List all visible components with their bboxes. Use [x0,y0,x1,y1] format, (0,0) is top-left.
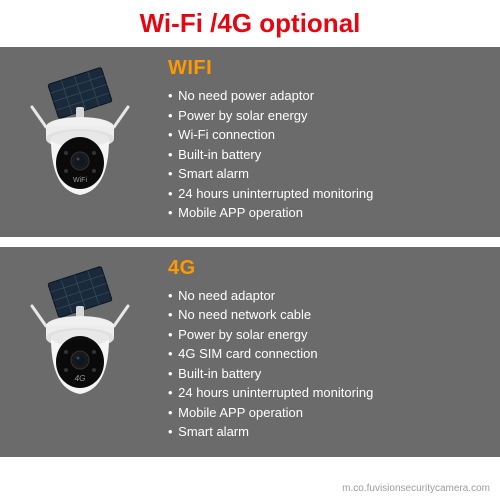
section-4g: 4G 4G No need adaptor No need network ca… [0,247,500,457]
bullet-item: Smart alarm [168,422,485,442]
bullet-item: 4G SIM card connection [168,344,485,364]
bullet-item: Wi-Fi connection [168,125,485,145]
bullet-item: 24 hours uninterrupted monitoring [168,383,485,403]
product-image-wifi: WiFi [0,57,160,217]
bullet-item: Built-in battery [168,145,485,165]
section-wifi: WiFi WIFI No need power adaptor Power by… [0,47,500,237]
bullet-item: No need network cable [168,305,485,325]
section-title-4g: 4G [168,257,485,280]
info-4g: 4G No need adaptor No need network cable… [160,257,485,442]
bullet-item: Power by solar energy [168,325,485,345]
bullet-item: 24 hours uninterrupted monitoring [168,184,485,204]
bullet-item: Smart alarm [168,164,485,184]
bullet-item: No need adaptor [168,286,485,306]
bullet-item: Power by solar energy [168,106,485,126]
bullet-item: Built-in battery [168,364,485,384]
product-label-wifi: WiFi [73,177,87,184]
camera-icon: 4G [8,264,153,409]
product-image-4g: 4G [0,257,160,417]
bullet-list-wifi: No need power adaptor Power by solar ene… [168,86,485,223]
page-title: Wi-Fi /4G optional [0,8,500,39]
header: Wi-Fi /4G optional [0,0,500,47]
bullet-list-4g: No need adaptor No need network cable Po… [168,286,485,442]
product-label-4g: 4G [74,374,85,383]
watermark: m.co.fuvisionsecuritycamera.com [342,483,490,494]
bullet-item: Mobile APP operation [168,403,485,423]
camera-icon: WiFi [8,65,153,210]
section-title-wifi: WIFI [168,57,485,80]
info-wifi: WIFI No need power adaptor Power by sola… [160,57,485,223]
bullet-item: Mobile APP operation [168,203,485,223]
bullet-item: No need power adaptor [168,86,485,106]
